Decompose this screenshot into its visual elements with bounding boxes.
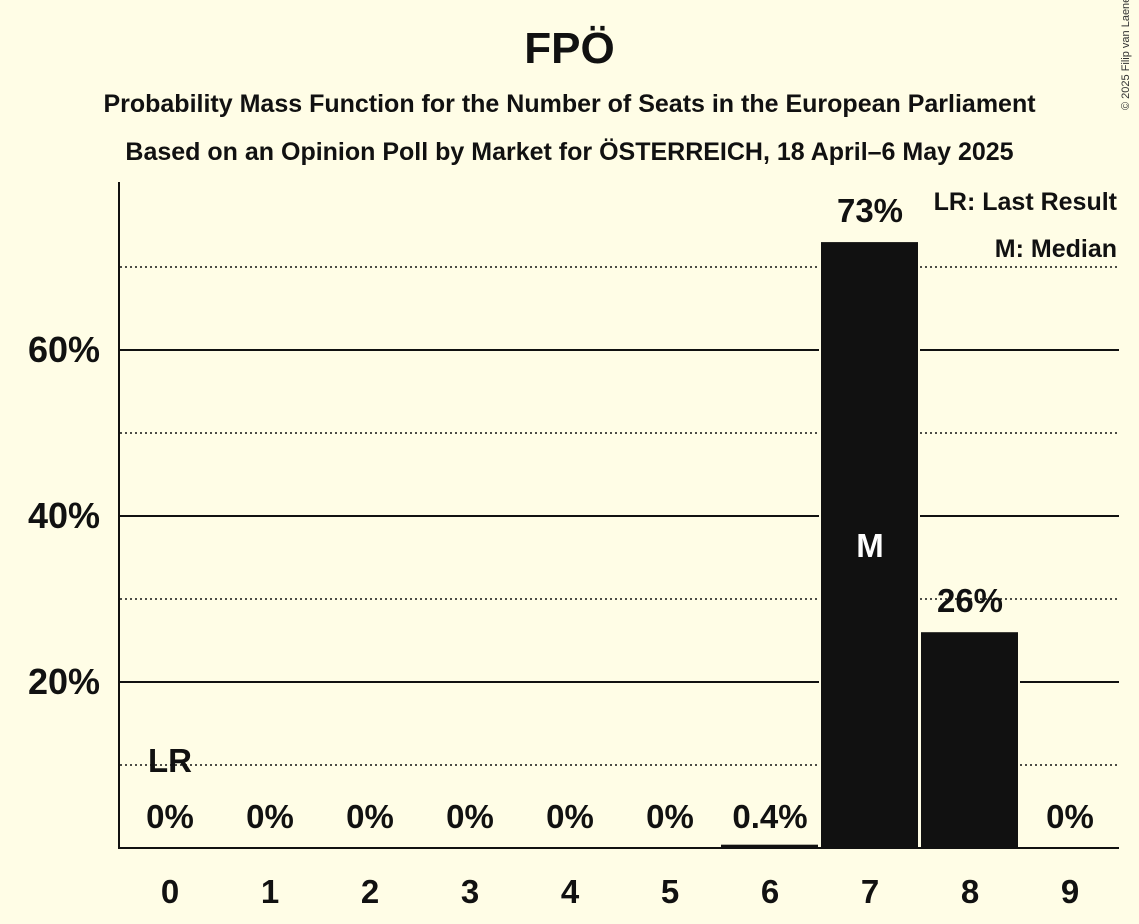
x-tick-label: 2 [361,873,379,910]
value-label: 0% [546,798,594,835]
x-tick-label: 8 [961,873,979,910]
last-result-marker: LR [148,742,192,779]
value-label: 0% [646,798,694,835]
chart-title: FPÖ [524,24,615,73]
x-tick-label: 4 [561,873,580,910]
value-label: 0% [446,798,494,835]
value-label: 0% [346,798,394,835]
value-label: 26% [937,582,1003,619]
x-tick-label: 6 [761,873,779,910]
value-label: 0% [1046,798,1094,835]
legend-last-result: LR: Last Result [934,188,1118,216]
value-label: 0.4% [732,798,807,835]
legend-median: M: Median [995,235,1117,263]
value-label: 0% [146,798,194,835]
bars [719,242,1020,849]
x-tick-label: 0 [161,873,179,910]
labels: 20%40%60%0%00%10%20%30%40%50.4%673%726%8… [28,192,1094,910]
x-tick-label: 5 [661,873,679,910]
value-label: 73% [837,192,903,229]
x-tick-label: 7 [861,873,879,910]
chart-subtitle: Probability Mass Function for the Number… [103,90,1036,118]
value-label: 0% [246,798,294,835]
x-tick-label: 1 [261,873,279,910]
y-tick-label: 20% [28,661,100,702]
bar [821,242,918,849]
x-tick-label: 9 [1061,873,1079,910]
chart-subtitle-source: Based on an Opinion Poll by Market for Ö… [125,138,1014,166]
y-tick-label: 60% [28,329,100,370]
median-marker: M [856,527,884,564]
bar [721,844,818,848]
y-tick-label: 40% [28,495,100,536]
x-tick-label: 3 [461,873,479,910]
bar [921,632,1018,848]
